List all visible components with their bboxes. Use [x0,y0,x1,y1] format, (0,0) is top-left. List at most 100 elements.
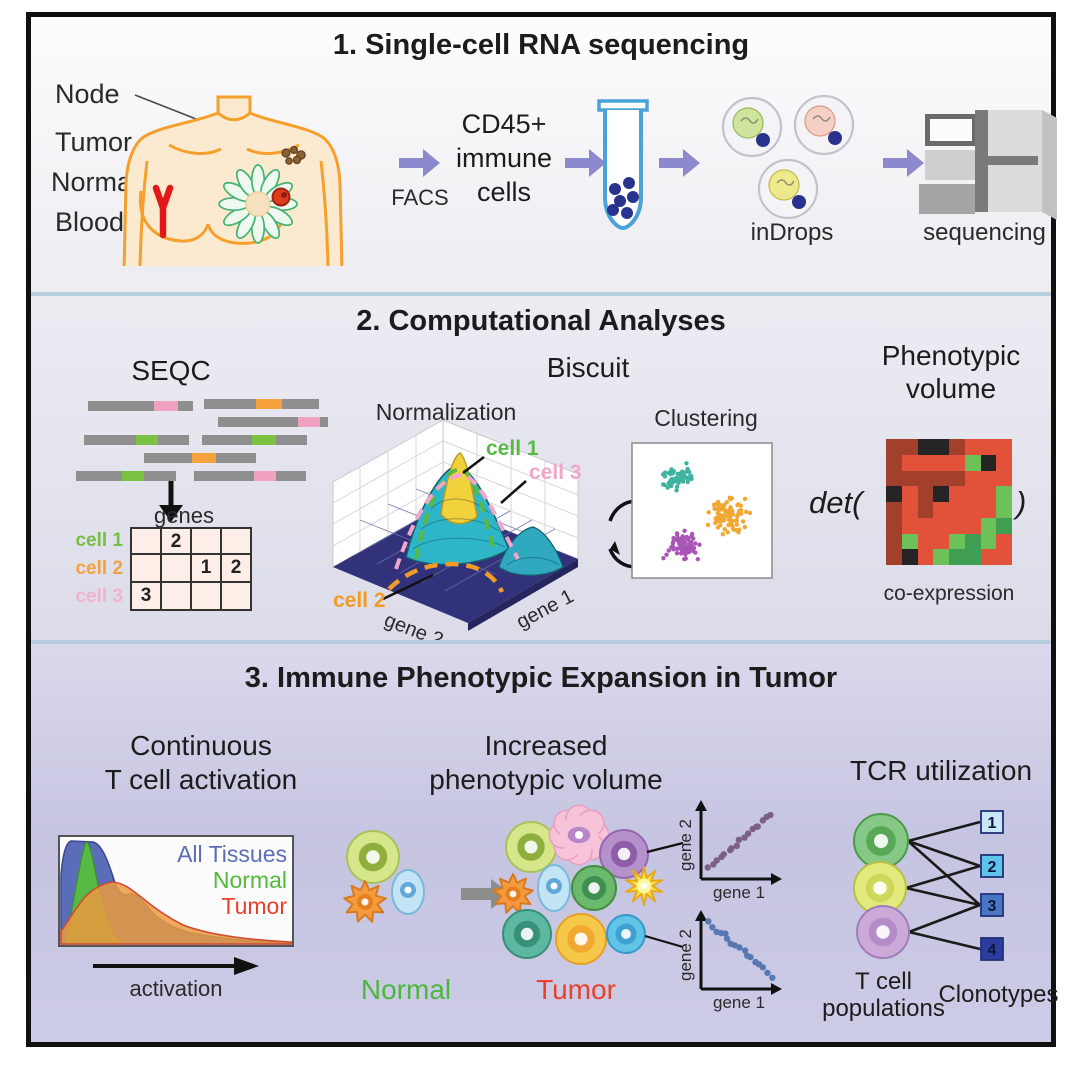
heatmap-cell [964,439,981,455]
table-cell [132,527,162,555]
clustering-plot [631,442,773,579]
histogram-legend: All Tissues Normal Tumor [109,841,287,919]
heatmap-cell [933,549,949,565]
heatmap-cell [980,533,997,550]
tcr-heading: TCR utilization [849,755,1033,786]
clustering-label: Clustering [654,405,758,431]
table-cell [192,583,222,611]
table-cell [132,555,162,583]
heatmap-cell [886,549,902,565]
heatmap-cell [886,454,902,471]
tumor-group-label: Tumor [536,974,616,1005]
arrow-facs-icon [399,149,440,177]
panel-expansion: 3. Immune Phenotypic Expansion in Tumor … [31,644,1059,1042]
label-node: Node [55,79,120,109]
tcell-populations-label: T cell populations [821,968,946,1022]
heatmap-cell [980,517,997,534]
scatter1-x-label: gene 1 [713,883,765,902]
heatmap-cell [933,470,949,487]
row-label: cell 1 [75,530,123,551]
det-label: det( [809,485,863,520]
heatmap-cell [996,439,1012,455]
activation-line2: T cell activation [104,764,298,795]
heatmap-cell [886,517,902,534]
volume-line1: Increased [484,730,608,761]
plot-floor-edge [468,559,578,631]
heatmap-cell [917,517,934,534]
cell3-fit-curve [394,472,520,570]
table-cell [192,527,222,555]
activation-line1: Continuous [130,730,272,761]
sequencing-label: sequencing [923,219,1046,246]
scatter2-y-label: gene 2 [676,929,695,981]
table-cell [162,583,192,611]
table-cell: 3 [132,583,162,611]
heatmap-cell [917,502,934,518]
normalization-3d-plot: cell 1 cell 3 cell 2 gene 2 gene 1 [332,419,582,642]
heatmap-cell [996,502,1012,518]
heatmap-cell [901,533,918,550]
row-label: cell 3 [75,586,123,607]
blood-vessel-icon [152,184,174,239]
lymph-node-icon [281,145,306,165]
normal-group-label: Normal [360,974,452,1005]
panel-computational: 2. Computational Analyses SEQC genes cel… [31,296,1051,642]
heatmap-cell [949,502,965,518]
label-blood: Blood [55,207,125,237]
tumor-cells-group [492,804,664,965]
tcell-line2: populations [822,995,945,1022]
panel3-title: 3. Immune Phenotypic Expansion in Tumor [244,662,838,694]
heatmap-cell [964,454,981,471]
heatmap-cell [917,549,934,565]
volume-line2: phenotypic volume [429,764,663,795]
activation-histogram [58,835,294,947]
heatmap-cell [933,454,949,471]
heatmap-cell [901,517,918,534]
patient-torso-illustration [122,94,344,266]
cells-in-tube [607,177,639,219]
clonotypes-label: Clonotypes [938,981,1059,1008]
gene2-axis-label: gene 2 [381,609,446,642]
table-cell [162,555,192,583]
heatmap-cell [933,533,949,550]
heatmap-cell [933,486,949,502]
heatmap-cell [886,439,902,455]
heatmap-cell [996,517,1012,534]
heatmap-cell [901,549,918,565]
activation-heading: Continuous T cell activation [81,729,321,797]
svg-text:4: 4 [988,942,997,959]
close-paren: ) [1016,485,1027,520]
table-cell: 2 [222,555,252,583]
indrops-droplets-icon [721,95,855,220]
heatmap-cell [917,533,934,550]
heatmap-cell [886,533,902,550]
svg-text:1: 1 [988,815,997,832]
heatmap-cell [996,486,1012,502]
cd45-line2: immune [455,143,553,173]
genes-label: genes [154,503,214,528]
heatmap-cell [933,517,949,534]
svg-text:3: 3 [988,898,997,915]
biscuit-heading: Biscuit [546,352,630,383]
tcr-links [905,820,981,951]
divider-2 [31,640,1051,644]
heatmap-cell [917,454,934,471]
heatmap-cell [964,502,981,518]
heatmap-cell [886,502,902,518]
legend-item: All Tissues [177,841,287,867]
tcell-line1: T cell [855,968,912,995]
normal-cells-group [343,830,425,923]
panel2-title: 2. Computational Analyses [356,305,726,337]
heatmap-cell [917,486,934,502]
label-tumor: Tumor [55,127,133,157]
heatmap-cell [949,533,965,550]
table-cell [222,583,252,611]
heatmap-cell [949,454,965,471]
figure-frame: 1. Single-cell RNA sequencing Node Tumor… [26,12,1059,1047]
activation-axis-arrow [93,957,259,975]
heatmap-cell [917,470,934,487]
down-arrow-icon [159,481,183,522]
heatmap-cell [964,533,981,550]
